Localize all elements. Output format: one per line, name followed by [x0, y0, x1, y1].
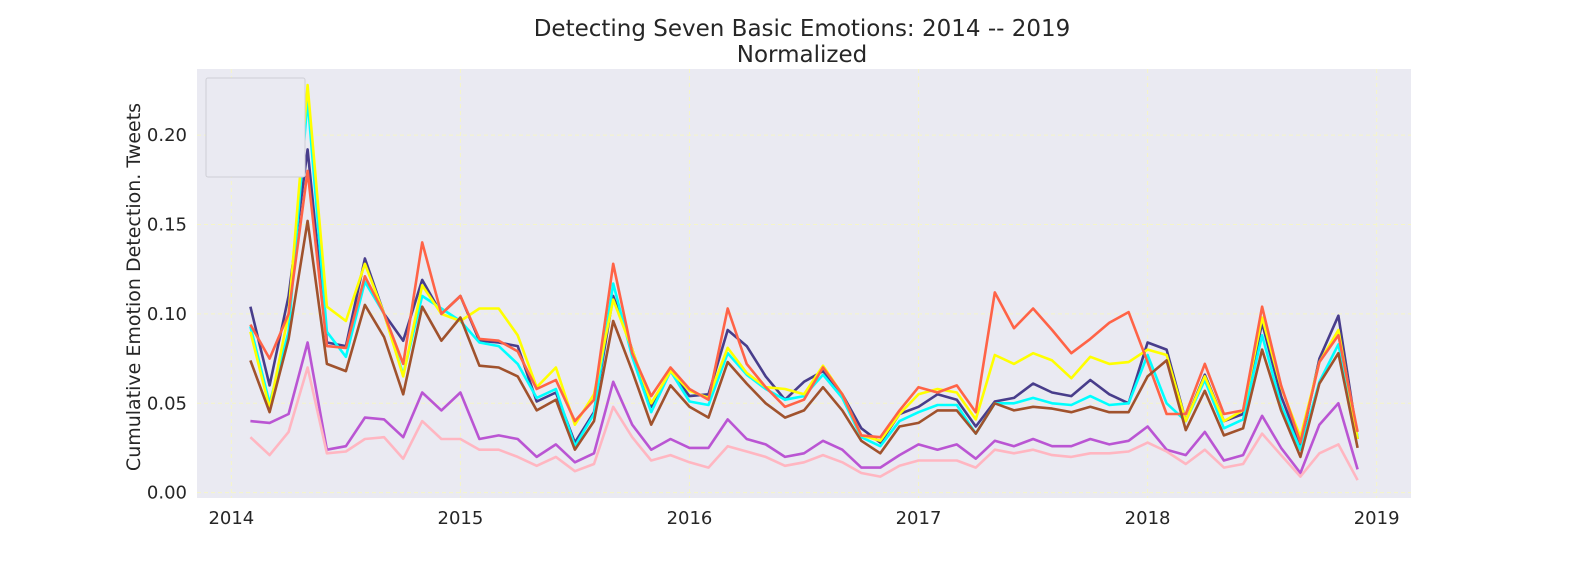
x-axis: 2014 2015 2016 2017 2018 2019 — [208, 508, 1399, 529]
plot-area — [197, 69, 1411, 498]
series-line-4 — [249, 169, 1359, 444]
series-layer — [249, 83, 1359, 481]
y-tick-label: 0.05 — [147, 393, 187, 414]
legend-box — [205, 77, 306, 178]
y-tick-label: 0.15 — [147, 215, 187, 236]
chart-title: Detecting Seven Basic Emotions: 2014 -- … — [534, 16, 1071, 42]
y-axis-label: Cumulative Emotion Detection. Tweets — [123, 103, 145, 471]
x-tick-label: 2014 — [208, 508, 254, 529]
chart-subtitle: Normalized — [737, 42, 867, 68]
x-tick-label: 2016 — [667, 508, 713, 529]
y-axis: 0.00 0.05 0.10 0.15 0.20 — [147, 125, 187, 504]
y-tick-label: 0.20 — [147, 125, 187, 146]
series-line-3 — [249, 83, 1359, 443]
x-tick-label: 2015 — [438, 508, 484, 529]
x-tick-label: 2017 — [896, 508, 942, 529]
x-tick-label: 2018 — [1125, 508, 1171, 529]
y-tick-label: 0.00 — [147, 483, 187, 504]
x-tick-label: 2019 — [1354, 508, 1400, 529]
series-line-5 — [249, 219, 1359, 459]
y-tick-label: 0.10 — [147, 304, 187, 325]
series-line-6 — [250, 341, 1359, 475]
series-line-7 — [249, 366, 1359, 481]
